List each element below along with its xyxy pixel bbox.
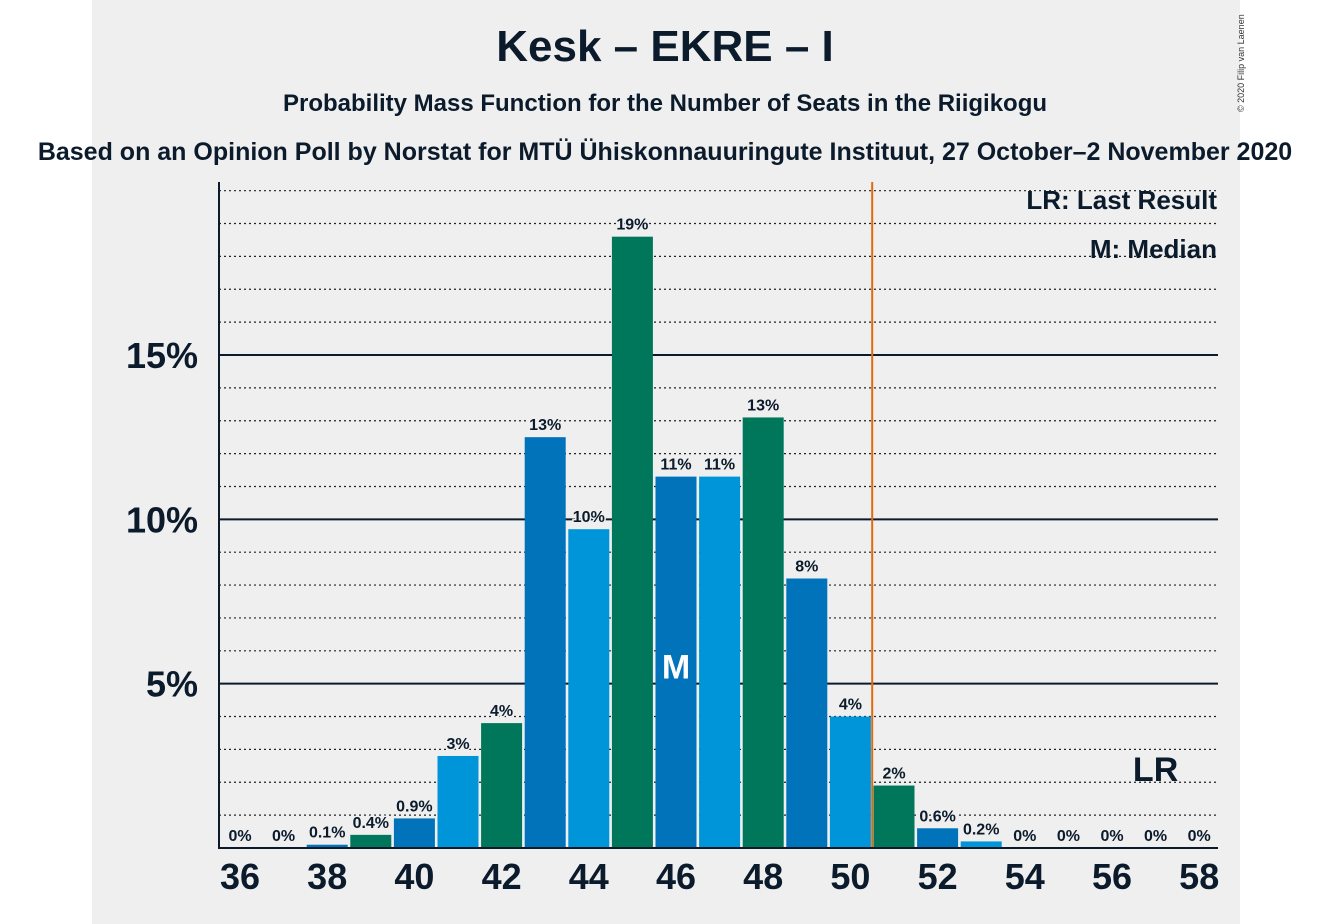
x-tick-label: 48 [743,856,783,897]
bar-49 [786,578,828,848]
bar-value-label: 0.2% [963,821,999,838]
bar-value-label: 0.9% [396,798,432,815]
x-tick-label: 40 [394,856,434,897]
bar-value-label: 0% [1188,828,1211,845]
legend-last-result: LR: Last Result [1026,185,1217,215]
x-tick-label: 58 [1179,856,1219,897]
chart-source: Based on an Opinion Poll by Norstat for … [37,138,1293,166]
bar-value-label: 11% [660,457,691,474]
y-tick-label: 15% [126,335,198,376]
y-tick-label: 5% [146,664,198,705]
x-tick-label: 50 [830,856,870,897]
bar-53 [960,841,1002,848]
bar-value-label: 0% [228,828,251,845]
axes: 5% 10% 15% LR 36 38 40 42 44 46 48 50 52 54 56 58 [126,182,1219,897]
bar-41 [437,755,479,848]
bar-value-label: 0% [272,828,295,845]
bar-39 [350,834,392,848]
bar-value-label: 0.4% [353,815,389,832]
bars: 0% 0% 0.1% 0.4% 0.9% 3% 4% 13% 10% 19% 11% 11% 13% 8%… [227,215,1212,848]
x-tick-label: 46 [656,856,696,897]
x-tick-label: 38 [307,856,347,897]
bar-44 [568,529,610,848]
bar-value-label: 0% [1013,828,1036,845]
chart-subtitle: Probability Mass Function for the Number… [282,90,1048,117]
bar-46 [655,476,697,848]
bar-51 [873,785,915,848]
bar-value-label: 11% [704,457,735,474]
bar-47 [699,476,741,848]
x-tick-label: 52 [918,856,958,897]
x-tick-label: 36 [220,856,260,897]
bar-42 [481,723,523,848]
bar-value-label: 0.1% [309,825,345,842]
y-tick-label: 10% [126,499,198,540]
bar-value-label: 0% [1057,828,1080,845]
median-marker: M [662,648,690,686]
bar-48 [742,417,784,848]
bar-value-label: 19% [616,217,648,234]
x-tick-label: 42 [482,856,522,897]
x-tick-label: 56 [1092,856,1132,897]
bar-value-label: 4% [490,703,513,720]
legend-median: M: Median [1090,234,1217,264]
bar-value-label: 10% [573,509,605,526]
x-tick-label: 44 [569,856,609,897]
bar-value-label: 0% [1100,828,1123,845]
bar-52 [917,828,959,848]
bar-value-label: 4% [839,697,862,714]
bar-40 [393,818,435,848]
x-tick-label: 54 [1005,856,1045,897]
bar-45 [611,236,653,848]
bar-value-label: 13% [747,397,779,414]
bar-value-label: 2% [882,766,905,783]
bar-value-label: 8% [795,558,818,575]
bar-value-label: 13% [529,417,561,434]
chart-title: Kesk – EKRE – I [496,22,834,71]
bar-38 [306,844,348,848]
bar-43 [524,437,566,848]
bar-value-label: 0% [1144,828,1167,845]
legend: LR: Last Result M: Median [1026,185,1217,264]
last-result-marker: LR [1133,751,1178,789]
bar-value-label: 3% [446,736,469,753]
bar-value-label: 0.6% [919,808,955,825]
bar-50 [829,716,871,848]
